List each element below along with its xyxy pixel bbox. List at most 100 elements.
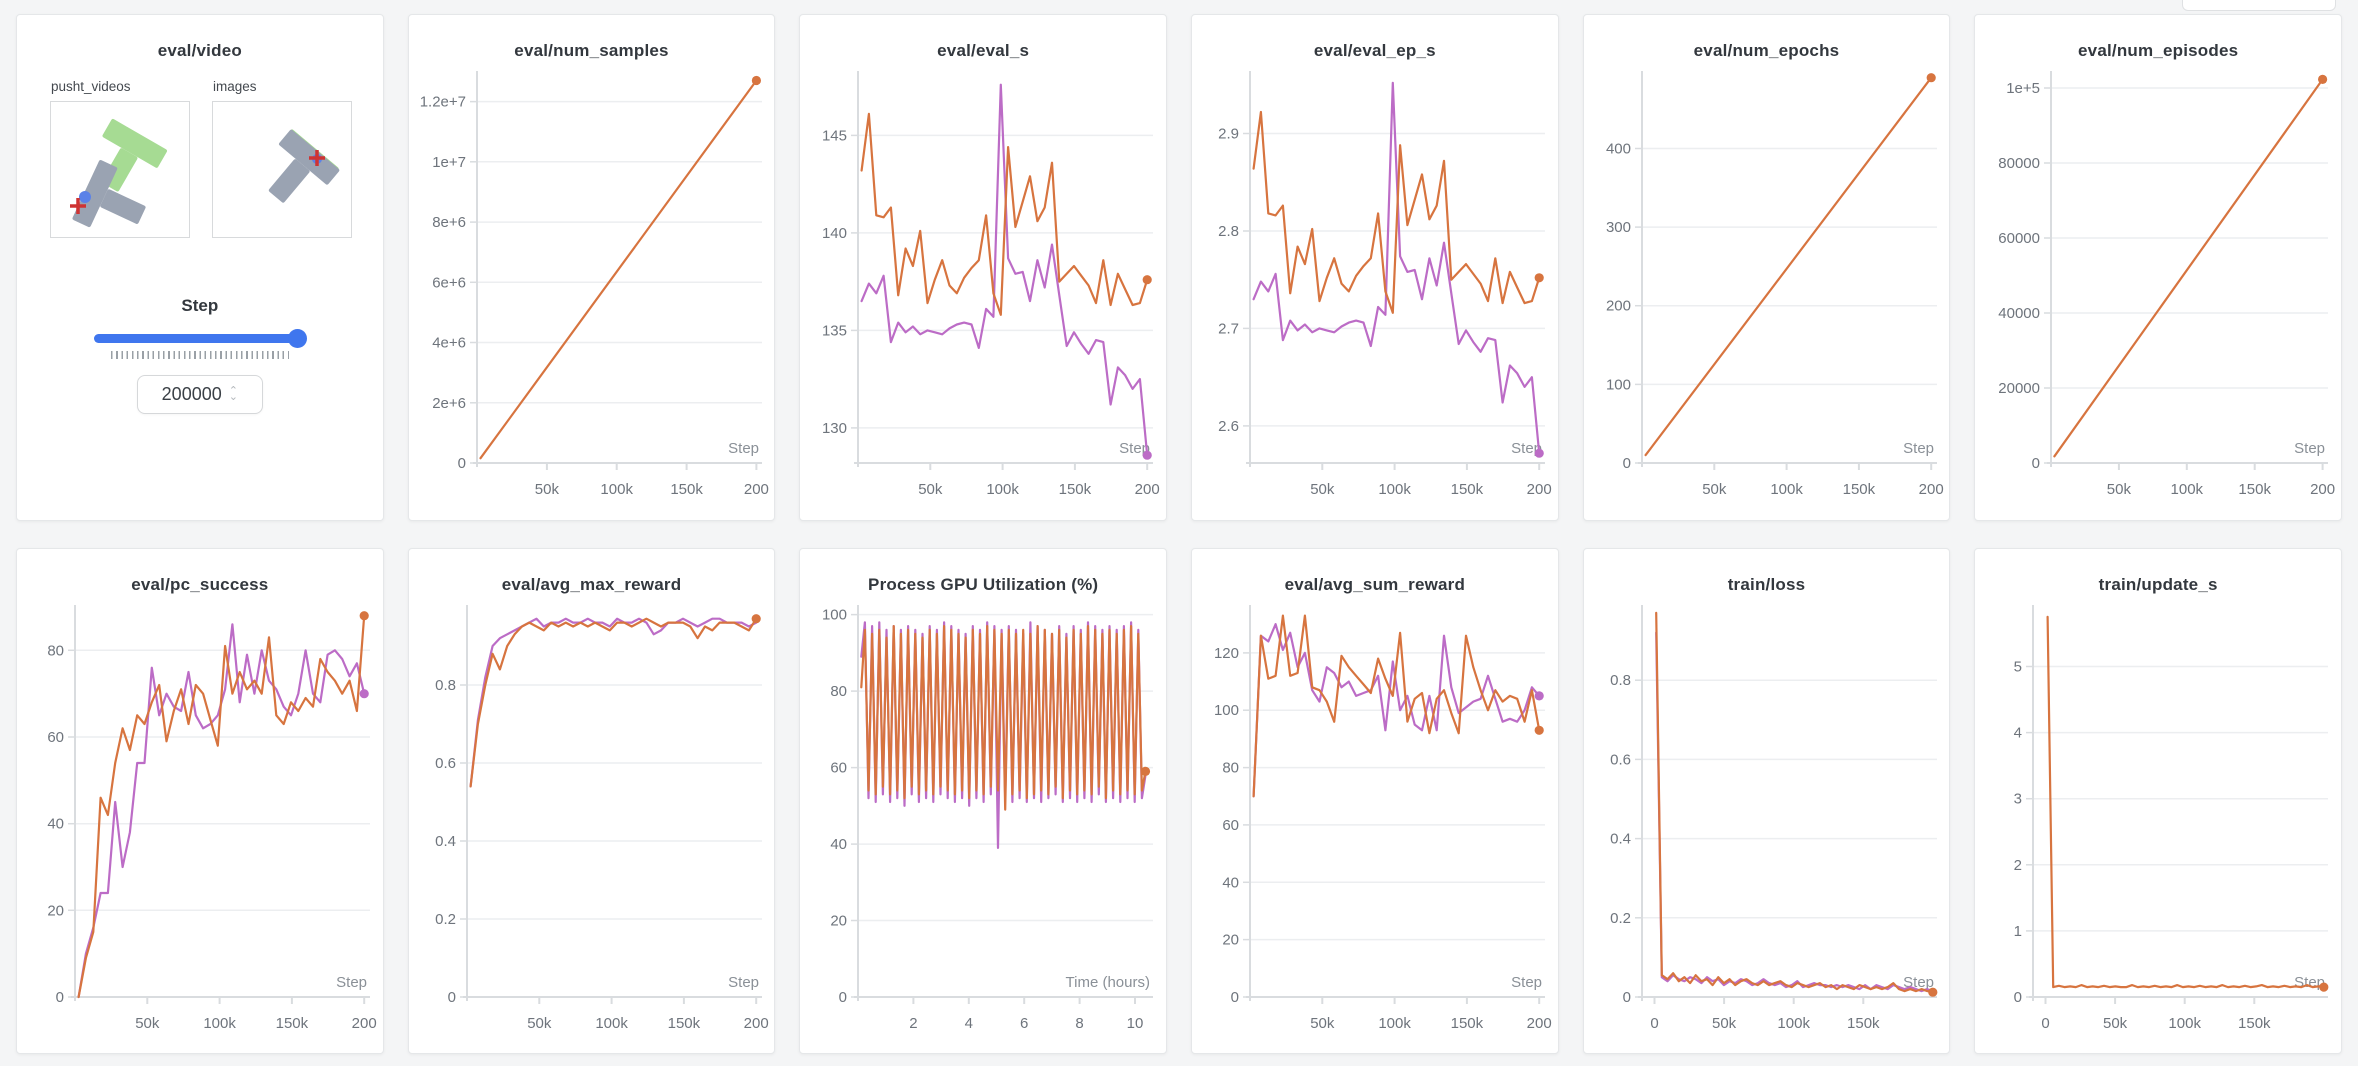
svg-text:0: 0: [447, 989, 455, 1006]
svg-text:0.4: 0.4: [435, 833, 456, 850]
panel-eval-num-epochs: eval/num_epochs 0 100 200 300 400 50k 100k 150k…: [1582, 14, 1951, 521]
svg-text:6e+6: 6e+6: [432, 274, 466, 291]
svg-text:10: 10: [1127, 1015, 1144, 1032]
chart-title: eval/num_episodes: [2078, 41, 2239, 60]
step-slider[interactable]: [93, 328, 307, 348]
svg-text:6: 6: [1020, 1015, 1028, 1032]
svg-text:2: 2: [910, 1015, 918, 1032]
svg-text:4: 4: [2014, 724, 2022, 741]
svg-text:120: 120: [1214, 644, 1239, 661]
step-value-input[interactable]: 200000 ⌃ ⌄: [136, 375, 263, 414]
svg-text:3: 3: [2014, 790, 2022, 807]
media-thumb-pusht-videos[interactable]: pusht_videos: [50, 79, 190, 238]
panel-train-loss: train/loss 0 0.2 0.4 0.6 0.8 0 50k 100k 150k Step: [1582, 547, 1951, 1054]
svg-text:2.6: 2.6: [1218, 418, 1239, 435]
svg-text:100: 100: [1606, 376, 1631, 393]
images-frame[interactable]: [212, 101, 352, 238]
svg-text:300: 300: [1606, 219, 1631, 236]
svg-text:0.2: 0.2: [435, 911, 456, 928]
svg-text:0: 0: [1231, 989, 1239, 1006]
svg-text:150k: 150k: [1842, 481, 1875, 498]
svg-text:20000: 20000: [1999, 380, 2041, 397]
chart-title: eval/pc_success: [131, 574, 269, 594]
svg-text:Step: Step: [336, 974, 367, 991]
media-thumbnails: pusht_videos: [50, 79, 383, 238]
svg-text:4: 4: [965, 1015, 973, 1032]
svg-text:40: 40: [47, 815, 64, 832]
slider-track[interactable]: [93, 334, 306, 343]
svg-text:130: 130: [822, 420, 847, 437]
chart-canvas-eval-s[interactable]: 130 135 140 145 50k 100k 150k 200 Step: [800, 65, 1166, 513]
svg-text:0: 0: [2014, 989, 2022, 1006]
chart-title: eval/avg_sum_reward: [1284, 574, 1466, 594]
slider-thumb[interactable]: [287, 329, 307, 348]
goal-cross: [309, 150, 325, 166]
svg-text:100k: 100k: [1378, 1015, 1411, 1032]
svg-text:0.8: 0.8: [1610, 672, 1631, 689]
spinner-arrows-icon[interactable]: ⌃ ⌄: [228, 384, 238, 403]
chart-canvas-num-samples[interactable]: 0 2e+6 4e+6 6e+6 8e+6 1e+7 1.2e+7 50k 100k 150k 20…: [409, 65, 775, 513]
svg-text:100k: 100k: [2169, 1015, 2202, 1032]
step-slider-label: Step: [181, 296, 219, 315]
chart-canvas-gpu-utilization[interactable]: 0 20 40 60 80 100 2 4 6 8 10 Time (hours): [800, 599, 1166, 1047]
svg-text:50k: 50k: [135, 1015, 160, 1032]
panel-eval-num-episodes: eval/num_episodes 0 20000 40000 60000 80000 1…: [1974, 14, 2342, 521]
svg-text:2.8: 2.8: [1218, 223, 1239, 240]
svg-text:200: 200: [1606, 298, 1631, 315]
chart-canvas-eval-ep-s[interactable]: 2.6 2.7 2.8 2.9 50k 100k 150k 200 Step: [1192, 65, 1558, 513]
chart-title: train/loss: [1727, 574, 1806, 594]
svg-text:Step: Step: [1903, 440, 1934, 457]
svg-text:140: 140: [822, 225, 847, 242]
step-value[interactable]: 200000: [161, 384, 222, 404]
chart-canvas-pc-success[interactable]: 0 20 40 60 80 50k 100k 150k 200 Step: [17, 599, 383, 1047]
panel-gpu-utilization: Process GPU Utilization (%) 0 20 40 60 80 100…: [799, 547, 1167, 1054]
svg-text:200: 200: [352, 1015, 377, 1032]
svg-text:Step: Step: [1511, 440, 1542, 457]
chart-title: eval/eval_s: [937, 41, 1030, 60]
svg-text:200: 200: [1527, 481, 1552, 498]
svg-text:50k: 50k: [919, 481, 944, 498]
chart-canvas-num-epochs[interactable]: 0 100 200 300 400 50k 100k 150k 200 Step: [1584, 65, 1950, 513]
svg-text:200: 200: [1918, 481, 1943, 498]
svg-text:8e+6: 8e+6: [432, 214, 466, 231]
panel-title: eval/video: [157, 41, 242, 60]
thumb-label: pusht_videos: [51, 79, 131, 94]
images-scene-image: [268, 129, 340, 203]
chart-title: eval/eval_ep_s: [1313, 41, 1436, 60]
svg-text:20: 20: [1222, 931, 1239, 948]
svg-text:2.9: 2.9: [1218, 126, 1239, 143]
svg-text:0.6: 0.6: [1610, 751, 1631, 768]
chart-canvas-num-episodes[interactable]: 0 20000 40000 60000 80000 1e+5 50k 100k 150k 200 S…: [1975, 65, 2341, 513]
svg-text:40000: 40000: [1999, 305, 2041, 322]
svg-text:1e+5: 1e+5: [2007, 80, 2041, 97]
panel-eval-avg-max-reward: eval/avg_max_reward 0 0.2 0.4 0.6 0.8 50k 100k…: [407, 547, 776, 1054]
panel-eval-eval-ep-s: eval/eval_ep_s 2.6 2.7 2.8 2.9 50k 100k 150k 20…: [1190, 14, 1559, 521]
svg-text:50k: 50k: [1310, 481, 1335, 498]
pusht-video-frame[interactable]: [50, 101, 190, 238]
svg-text:0: 0: [457, 455, 465, 472]
svg-text:150k: 150k: [670, 481, 703, 498]
svg-text:100k: 100k: [203, 1015, 236, 1032]
svg-text:Step: Step: [1119, 440, 1150, 457]
chart-title: Process GPU Utilization (%): [868, 574, 1099, 594]
svg-text:100k: 100k: [1770, 481, 1803, 498]
svg-text:20: 20: [47, 902, 64, 919]
svg-text:50k: 50k: [1702, 481, 1727, 498]
svg-text:0: 0: [1622, 455, 1630, 472]
svg-text:5: 5: [2014, 658, 2022, 675]
svg-text:50k: 50k: [2103, 1015, 2128, 1032]
chart-canvas-avg-max-reward[interactable]: 0 0.2 0.4 0.6 0.8 50k 100k 150k 200 Step: [409, 599, 775, 1047]
svg-text:50k: 50k: [1310, 1015, 1335, 1032]
svg-text:1e+7: 1e+7: [432, 154, 466, 171]
media-thumb-images[interactable]: images: [212, 79, 352, 238]
svg-text:50k: 50k: [534, 481, 559, 498]
chart-canvas-avg-sum-reward[interactable]: 0 20 40 60 80 100 120 50k 100k 150k 200 Step: [1192, 599, 1558, 1047]
svg-text:200: 200: [744, 481, 769, 498]
svg-text:0.6: 0.6: [435, 755, 456, 772]
svg-text:150k: 150k: [276, 1015, 309, 1032]
svg-text:150k: 150k: [667, 1015, 700, 1032]
svg-text:60: 60: [1222, 816, 1239, 833]
